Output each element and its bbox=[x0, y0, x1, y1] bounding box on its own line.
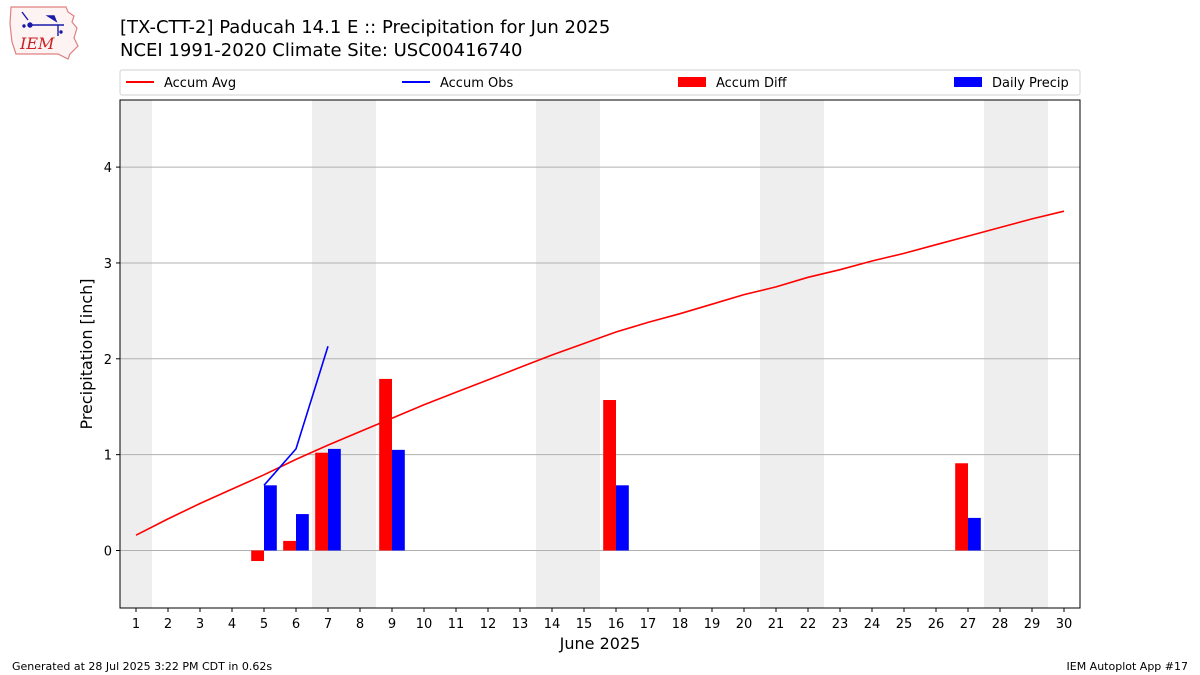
x-tick-label: 7 bbox=[324, 617, 332, 632]
weekend-shade bbox=[1016, 100, 1048, 608]
legend-swatch bbox=[678, 77, 706, 87]
x-tick-label: 26 bbox=[928, 617, 945, 632]
x-tick-label: 5 bbox=[260, 617, 268, 632]
legend-label: Accum Obs bbox=[440, 76, 513, 91]
daily-precip-bar bbox=[392, 449, 405, 551]
chart-subtitle: NCEI 1991-2020 Climate Site: USC00416740 bbox=[120, 40, 523, 61]
x-tick-label: 15 bbox=[576, 617, 593, 632]
x-axis-label: June 2025 bbox=[559, 634, 641, 653]
weekend-shade bbox=[344, 100, 376, 608]
x-tick-label: 24 bbox=[864, 617, 881, 632]
generated-timestamp: Generated at 28 Jul 2025 3:22 PM CDT in … bbox=[12, 660, 273, 673]
x-tick-label: 18 bbox=[672, 617, 689, 632]
daily-precip-bar bbox=[296, 514, 309, 551]
accum-obs-line bbox=[263, 346, 329, 486]
accum-diff-bar bbox=[315, 452, 328, 551]
legend-swatch bbox=[954, 77, 982, 87]
weekend-shade bbox=[536, 100, 568, 608]
line-series bbox=[135, 210, 1065, 536]
legend: Accum Avg Accum Obs Accum Diff Daily Precip bbox=[119, 69, 1081, 96]
bar-series bbox=[251, 378, 981, 562]
accum-diff-bar bbox=[251, 550, 264, 562]
daily-precip-bar bbox=[328, 448, 341, 551]
accum-avg-line bbox=[135, 210, 1065, 536]
x-tick-label: 14 bbox=[544, 617, 561, 632]
y-tick-label: 4 bbox=[104, 161, 112, 176]
legend-label: Daily Precip bbox=[992, 76, 1069, 91]
x-tick-label: 30 bbox=[1056, 617, 1073, 632]
daily-precip-bar bbox=[264, 485, 277, 551]
x-tick-label: 8 bbox=[356, 617, 364, 632]
x-tick-label: 10 bbox=[416, 617, 433, 632]
x-tick-label: 6 bbox=[292, 617, 300, 632]
legend-box bbox=[119, 69, 1081, 96]
y-tick-label: 1 bbox=[104, 449, 112, 464]
x-tick-label: 28 bbox=[992, 617, 1009, 632]
x-tick-label: 13 bbox=[512, 617, 529, 632]
accum-diff-bar bbox=[379, 378, 392, 551]
legend-label: Accum Avg bbox=[164, 76, 236, 91]
accum-diff-bar bbox=[603, 400, 616, 551]
daily-precip-bar bbox=[968, 517, 981, 551]
weekend-shade bbox=[568, 100, 600, 608]
x-tick-label: 20 bbox=[736, 617, 753, 632]
x-tick-label: 29 bbox=[1024, 617, 1041, 632]
daily-precip-bar bbox=[616, 485, 629, 551]
grid-lines bbox=[120, 166, 1080, 551]
x-tick-label: 27 bbox=[960, 617, 977, 632]
x-tick-label: 2 bbox=[164, 617, 172, 632]
x-tick-label: 19 bbox=[704, 617, 721, 632]
weekend-shading bbox=[120, 100, 1048, 608]
x-tick-label: 11 bbox=[448, 617, 465, 632]
y-tick-label: 2 bbox=[104, 353, 112, 368]
weekend-shade bbox=[120, 100, 152, 608]
x-axis-ticks: 1 2 3 4 5 6 7 8 9 10 11 12 13 14 15 16 17 18 19 20 21 22 23 24 2… bbox=[132, 608, 1072, 632]
weekend-shade bbox=[312, 100, 344, 608]
weekend-shade bbox=[792, 100, 824, 608]
x-tick-label: 12 bbox=[480, 617, 497, 632]
iem-logo: IEM bbox=[9, 6, 79, 60]
x-tick-label: 25 bbox=[896, 617, 913, 632]
chart-title: [TX-CTT-2] Paducah 14.1 E :: Precipitati… bbox=[120, 17, 611, 38]
x-tick-label: 21 bbox=[768, 617, 785, 632]
y-axis-label: Precipitation [inch] bbox=[77, 278, 96, 429]
weekend-shade bbox=[984, 100, 1016, 608]
x-tick-label: 4 bbox=[228, 617, 236, 632]
x-tick-label: 1 bbox=[132, 617, 140, 632]
plot-frame bbox=[119, 99, 1081, 609]
y-axis-ticks: 0 1 2 3 4 bbox=[104, 161, 120, 559]
x-tick-label: 23 bbox=[832, 617, 849, 632]
x-tick-label: 9 bbox=[388, 617, 396, 632]
accum-diff-bar bbox=[283, 540, 296, 551]
x-tick-label: 22 bbox=[800, 617, 817, 632]
x-tick-label: 16 bbox=[608, 617, 625, 632]
y-tick-label: 0 bbox=[104, 544, 112, 559]
accum-diff-bar bbox=[955, 463, 968, 551]
y-tick-label: 3 bbox=[104, 257, 112, 272]
x-tick-label: 17 bbox=[640, 617, 657, 632]
x-tick-label: 3 bbox=[196, 617, 204, 632]
logo-text: IEM bbox=[19, 34, 55, 53]
legend-label: Accum Diff bbox=[716, 76, 788, 91]
weekend-shade bbox=[760, 100, 792, 608]
app-credit: IEM Autoplot App #17 bbox=[1066, 660, 1189, 673]
